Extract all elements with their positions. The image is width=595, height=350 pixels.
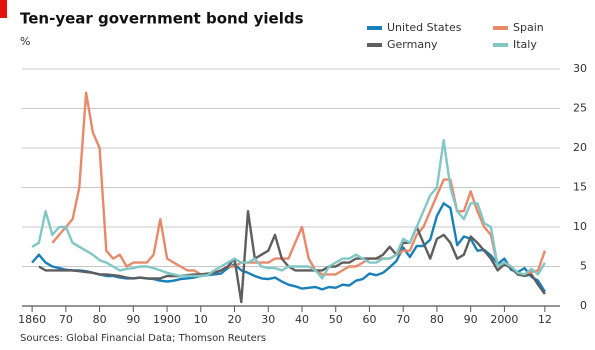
legend-label: Spain <box>513 21 544 34</box>
x-tick-label: 1860 <box>18 313 46 326</box>
y-tick-label: 20 <box>573 141 587 154</box>
x-tick-label: 30 <box>261 313 275 326</box>
x-tick-label: 90 <box>464 313 478 326</box>
x-tick-label: 70 <box>396 313 410 326</box>
chart-title: Ten-year government bond yields <box>20 10 304 28</box>
series-line <box>38 210 546 304</box>
x-tick-label: 2000 <box>490 313 518 326</box>
y-tick-label: 5 <box>580 260 587 273</box>
y-tick-label: 15 <box>573 181 587 194</box>
y-tick-label: 10 <box>573 220 587 233</box>
series-line <box>31 138 546 280</box>
x-tick-label: 1900 <box>153 313 181 326</box>
x-tick-label: 90 <box>126 313 140 326</box>
series-line <box>31 202 546 293</box>
x-tick-label: 40 <box>295 313 309 326</box>
x-tick-label: 12 <box>538 313 552 326</box>
x-tick-label: 70 <box>59 313 73 326</box>
source: Sources: Global Financial Data; Thomson … <box>20 333 266 344</box>
legend-label: Italy <box>513 38 537 51</box>
x-tick-label: 20 <box>228 313 242 326</box>
corner-mark <box>0 0 7 18</box>
x-tick-label: 80 <box>93 313 107 326</box>
x-tick-label: 60 <box>362 313 376 326</box>
y-tick-label: 25 <box>573 102 587 115</box>
y-tick-label: 0 <box>580 299 587 312</box>
y-tick-label: 30 <box>573 62 587 75</box>
x-tick-label: 10 <box>194 313 208 326</box>
x-tick-label: 50 <box>329 313 343 326</box>
chart-subtitle: % <box>20 35 30 48</box>
legend-label: Germany <box>387 38 438 51</box>
series-line <box>51 91 547 276</box>
x-tick-label: 80 <box>430 313 444 326</box>
legend-label: United States <box>387 21 462 34</box>
